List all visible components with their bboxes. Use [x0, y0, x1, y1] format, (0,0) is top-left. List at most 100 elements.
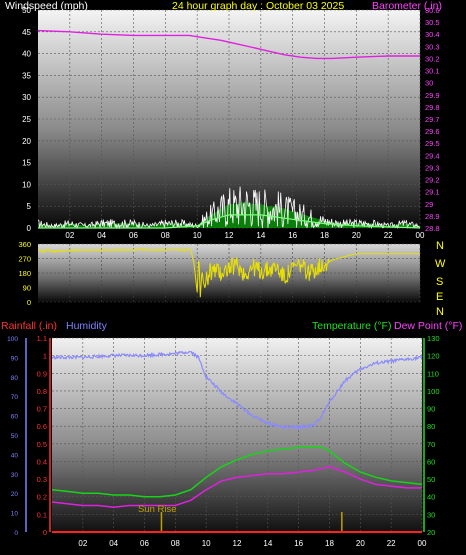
- baro-tick-label: 30.5: [425, 18, 440, 27]
- baro-tick-label: 30.2: [425, 54, 440, 63]
- wind-x-tick-label: 06: [129, 231, 138, 240]
- baro-tick-label: 29: [425, 200, 433, 209]
- wind-tick-label: 35: [22, 71, 31, 80]
- temp-tick-label: 90: [427, 405, 435, 414]
- direction-marks: [37, 248, 420, 298]
- wind-tick-label: 20: [22, 137, 31, 146]
- temp-tick-label: 20: [427, 528, 435, 537]
- baro-tick-label: 29.3: [425, 163, 440, 172]
- humidity-tick-label: 70: [11, 394, 19, 401]
- dewpoint-line: [51, 465, 422, 509]
- baro-tick-label: 28.8: [425, 224, 440, 233]
- wind-x-tick-label: 20: [352, 231, 361, 240]
- direction-tick-label: 180: [18, 269, 31, 278]
- baro-tick-label: 30.3: [425, 42, 440, 51]
- baro-tick-label: 30.6: [425, 6, 440, 15]
- wind-tick-label: 10: [22, 180, 31, 189]
- wind-tick-label: 0: [27, 224, 32, 233]
- temp-tick-label: 120: [427, 352, 440, 361]
- temp-x-tick-label: 16: [294, 539, 303, 548]
- baro-tick-label: 30: [425, 79, 433, 88]
- wind-tick-label: 15: [22, 159, 31, 168]
- barometer-axis-label: Barometer (.in): [372, 0, 442, 12]
- baro-tick-label: 29.7: [425, 115, 440, 124]
- rain-tick-label: 0.1: [37, 510, 47, 519]
- baro-tick-label: 29.4: [425, 151, 440, 160]
- temp-tick-label: 70: [427, 440, 435, 449]
- rain-tick-label: 1.1: [37, 334, 47, 343]
- temperature-axis-label: Temperature (°F): [312, 320, 391, 332]
- temp-x-tick-label: 10: [202, 539, 211, 548]
- baro-tick-label: 29.5: [425, 139, 440, 148]
- temp-tick-label: 80: [427, 422, 435, 431]
- wind-x-tick-label: 18: [320, 231, 329, 240]
- temp-x-tick-label: 14: [263, 539, 272, 548]
- wind-x-tick-label: 16: [288, 231, 297, 240]
- baro-tick-label: 30.4: [425, 30, 440, 39]
- wind-tick-label: 5: [27, 202, 32, 211]
- rain-tick-label: 0: [43, 528, 47, 537]
- direction-line: [37, 248, 420, 298]
- wind-x-tick-label: 04: [97, 231, 106, 240]
- humidity-tick-label: 80: [11, 375, 19, 382]
- wind-tick-label: 30: [22, 93, 31, 102]
- direction-tick-label: 270: [18, 255, 31, 264]
- compass-s: S: [436, 276, 443, 288]
- temp-tick-label: 100: [427, 387, 440, 396]
- rain-tick-label: 0.8: [37, 387, 47, 396]
- temp-x-tick-label: 02: [78, 539, 87, 548]
- axis-ticks: 0510152025303540455028.828.92929.129.229…: [7, 6, 439, 548]
- compass-n-bottom: N: [436, 306, 444, 318]
- temp-tick-label: 30: [427, 510, 435, 519]
- rain-tick-label: 0.9: [37, 369, 47, 378]
- rainfall-axis-label: Rainfall (.in): [1, 320, 57, 332]
- humidity-axis-label: Humidity: [66, 320, 108, 332]
- dewpoint-axis-label: Dew Point (°F): [394, 320, 462, 332]
- baro-tick-label: 29.2: [425, 176, 440, 185]
- temp-tick-label: 130: [427, 334, 440, 343]
- temp-tick-label: 110: [427, 369, 439, 378]
- wind-x-tick-label: 02: [65, 231, 74, 240]
- humidity-tick-label: 40: [11, 452, 19, 459]
- temp-x-tick-label: 12: [233, 539, 242, 548]
- wind-baro-marks: [37, 29, 421, 230]
- humidity-tick-label: 0: [14, 530, 18, 537]
- direction-tick-label: 0: [27, 298, 31, 307]
- temp-x-tick-label: 18: [325, 539, 334, 548]
- wind-grid: [38, 9, 421, 229]
- wind-x-tick-label: 14: [256, 231, 265, 240]
- wind-x-tick-label: 08: [161, 231, 170, 240]
- wind-tick-label: 50: [22, 6, 31, 15]
- wind-x-tick-label: 00: [416, 231, 425, 240]
- wind-axis-label: Windspeed (mph): [5, 0, 88, 12]
- temp-marks: [51, 350, 423, 533]
- rain-tick-label: 0.7: [37, 405, 47, 414]
- temp-x-tick-label: 20: [356, 539, 365, 548]
- barometer-line: [37, 29, 420, 60]
- temp-x-tick-label: 08: [171, 539, 180, 548]
- baro-tick-label: 30.1: [425, 67, 440, 76]
- wind-x-tick-label: 22: [384, 231, 393, 240]
- compass-w: W: [435, 258, 446, 270]
- baro-tick-label: 29.6: [425, 127, 440, 136]
- compass-e: E: [436, 291, 443, 303]
- direction-tick-label: 360: [18, 240, 31, 249]
- humidity-tick-label: 100: [7, 336, 18, 343]
- direction-tick-label: 90: [23, 284, 31, 293]
- temperature-line: [51, 446, 423, 498]
- temp-x-tick-label: 00: [418, 539, 427, 548]
- wind-tick-label: 45: [22, 28, 31, 37]
- humidity-tick-label: 10: [11, 511, 19, 518]
- temp-x-tick-label: 06: [140, 539, 149, 548]
- temp-tick-label: 40: [427, 493, 435, 502]
- wind-average-line: [38, 214, 421, 229]
- rain-tick-label: 0.5: [37, 440, 47, 449]
- humidity-tick-label: 20: [11, 491, 19, 498]
- windspeed-line: [38, 186, 421, 230]
- rain-tick-label: 1: [43, 352, 47, 361]
- humidity-tick-label: 30: [11, 472, 19, 479]
- rain-tick-label: 0.4: [37, 457, 47, 466]
- humidity-tick-label: 90: [11, 355, 19, 362]
